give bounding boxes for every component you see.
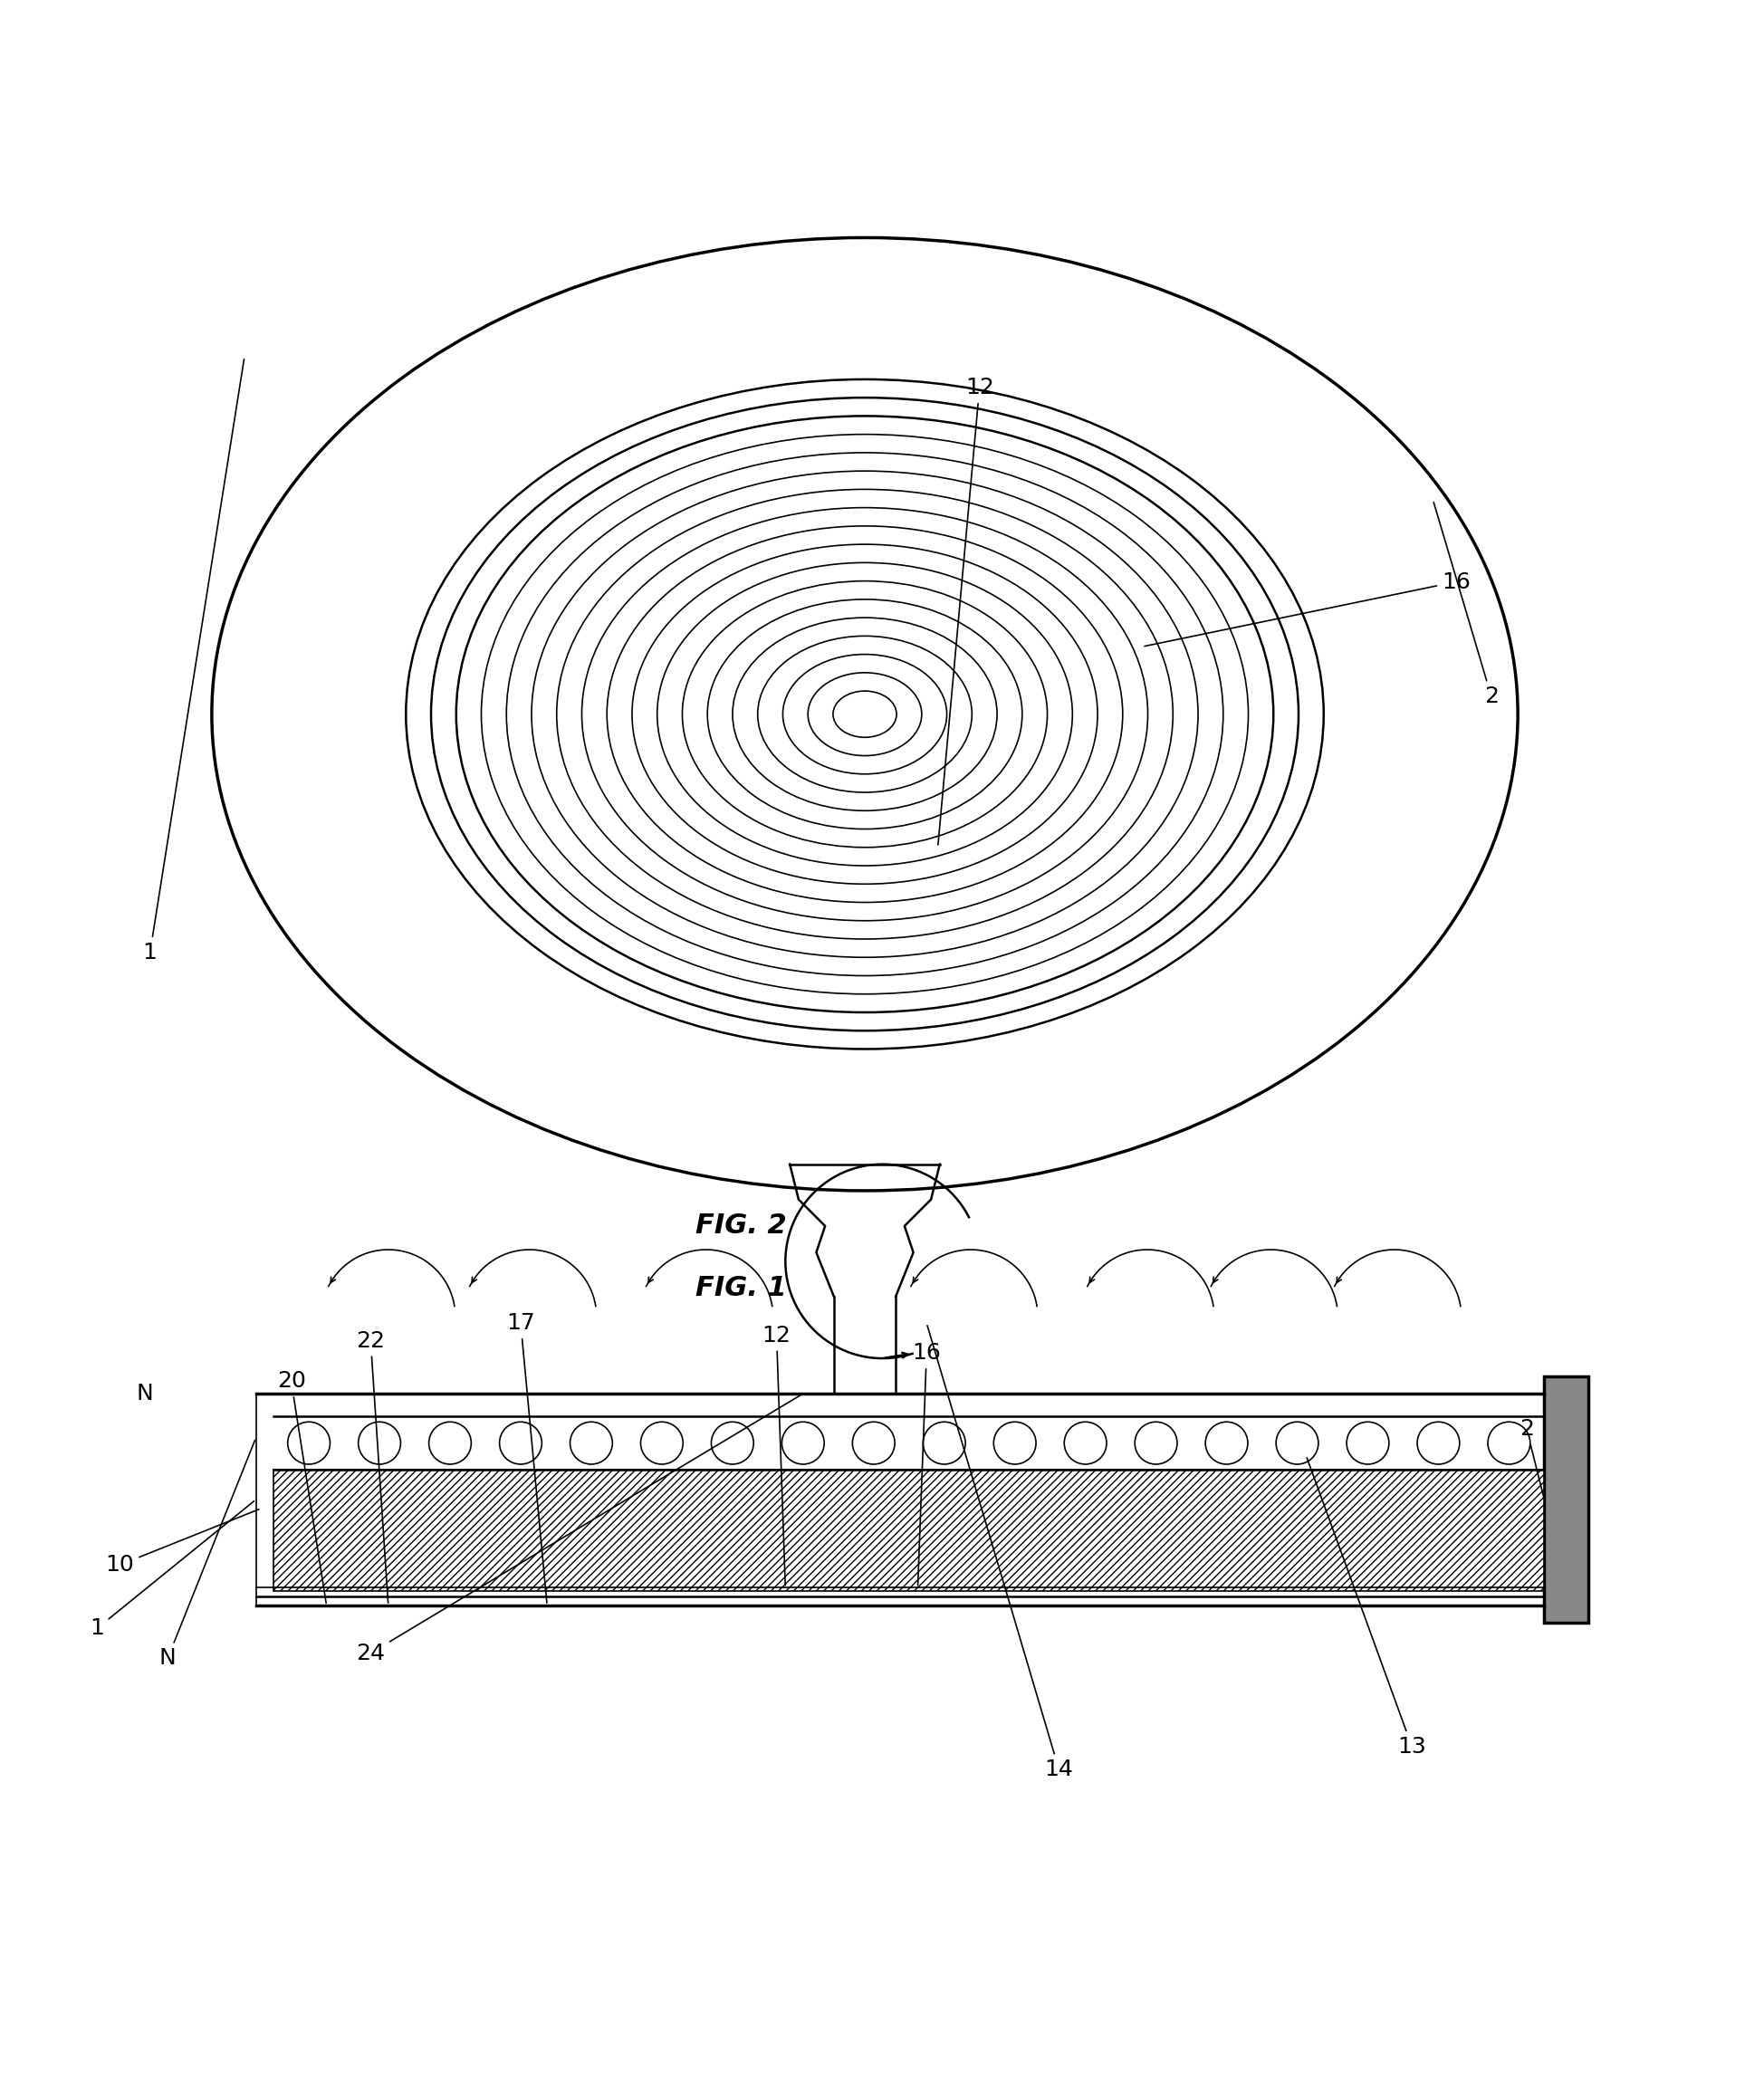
Polygon shape: [1544, 1377, 1588, 1623]
Text: 1: 1: [90, 1501, 254, 1639]
Text: 12: 12: [762, 1324, 790, 1585]
Text: 2: 2: [1519, 1419, 1544, 1497]
Text: 14: 14: [926, 1324, 1073, 1780]
Polygon shape: [273, 1469, 1544, 1591]
Text: 2: 2: [1432, 502, 1498, 707]
Text: 24: 24: [356, 1396, 801, 1665]
Text: 16: 16: [1145, 571, 1469, 646]
Text: 10: 10: [106, 1509, 259, 1576]
Text: 16: 16: [912, 1341, 940, 1585]
Text: 17: 17: [506, 1312, 547, 1604]
Text: 1: 1: [143, 359, 243, 963]
Text: N: N: [159, 1440, 254, 1669]
Text: 22: 22: [356, 1331, 388, 1604]
Text: N: N: [136, 1383, 153, 1404]
Text: 13: 13: [1305, 1459, 1425, 1757]
Text: 12: 12: [937, 378, 993, 846]
Text: FIG. 1: FIG. 1: [695, 1274, 787, 1301]
Text: 20: 20: [277, 1371, 326, 1604]
Text: FIG. 2: FIG. 2: [695, 1213, 787, 1238]
